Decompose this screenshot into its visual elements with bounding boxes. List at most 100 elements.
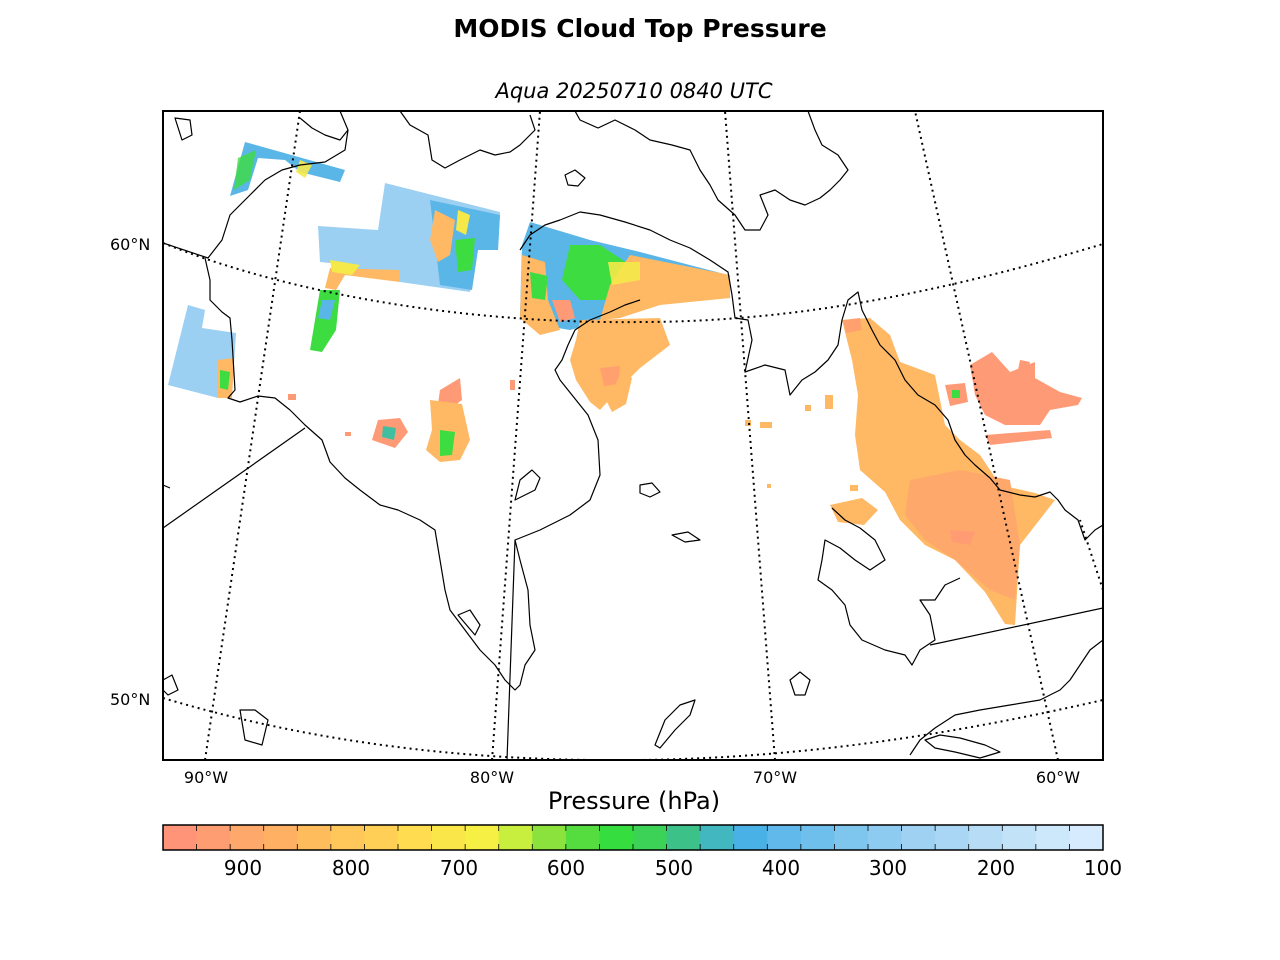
colorbar-tick-label: 100 xyxy=(1083,856,1123,880)
colorbar-segment xyxy=(163,825,198,850)
coastline-southampton xyxy=(299,117,349,141)
cloud-patch xyxy=(456,210,470,235)
cloud-patch xyxy=(234,150,256,190)
colorbar-segment xyxy=(196,825,231,850)
coastline-baffin-2 xyxy=(399,111,536,169)
colorbar-segment xyxy=(901,825,936,850)
colorbar-tick-label: 300 xyxy=(868,856,908,880)
cloud-patch xyxy=(455,238,475,272)
coastline-baffin xyxy=(574,111,849,231)
colorbar-tick-label: 700 xyxy=(439,856,479,880)
colorbar-segment xyxy=(465,825,500,850)
coastline-island xyxy=(514,469,541,501)
coastline-newfoundland xyxy=(909,639,1103,756)
meridian-90w xyxy=(204,111,301,760)
colorbar-segment xyxy=(868,825,903,850)
cloud-patch xyxy=(606,372,632,412)
colorbar-segment xyxy=(1035,825,1071,850)
boundary-quebec-ontario xyxy=(506,539,516,760)
lat-label-50n: 50°N xyxy=(110,690,151,709)
colorbar-segment xyxy=(364,825,399,850)
coastline-quebec-north xyxy=(817,507,961,666)
colorbar-segment xyxy=(666,825,701,850)
cloud-patch xyxy=(318,300,335,320)
map-subtitle: Aqua 20250710 0840 UTC xyxy=(495,79,773,103)
colorbar-tick-label: 400 xyxy=(761,856,801,880)
graticule xyxy=(163,111,1103,760)
colorbar-segment xyxy=(565,825,601,850)
colorbar-segment xyxy=(599,825,634,850)
colorbar-segment xyxy=(230,825,265,850)
meridian-extra-right xyxy=(1079,519,1103,591)
cloud-patch xyxy=(767,484,771,488)
cloud-patch xyxy=(440,430,455,456)
coastline-ungava xyxy=(519,211,1103,541)
colorbar-segment xyxy=(263,825,298,850)
coastline-island xyxy=(671,531,701,543)
boundary-manitoba-nunavut xyxy=(163,484,171,489)
colorbar-title: Pressure (hPa) xyxy=(547,787,721,815)
colorbar-tick-label: 200 xyxy=(976,856,1016,880)
coastline-island xyxy=(654,699,696,749)
map-title: MODIS Cloud Top Pressure xyxy=(453,14,827,43)
meridian-70w xyxy=(724,111,776,760)
cloud-patch xyxy=(426,400,470,462)
cloud-patch xyxy=(952,390,960,398)
colorbar-tick-label: 900 xyxy=(223,856,263,880)
coastline-island xyxy=(564,169,586,187)
cloud-patch xyxy=(1018,360,1030,372)
cloud-patch xyxy=(760,422,772,428)
coastline-island xyxy=(174,117,193,141)
coastline-hudson-bay xyxy=(163,111,641,691)
cloud-patch xyxy=(745,420,751,426)
colorbar-segment xyxy=(398,825,433,850)
cloud-patch xyxy=(600,366,620,386)
colorbar-segment xyxy=(1069,825,1104,850)
colorbar-tick-label: 600 xyxy=(546,856,586,880)
colorbar-segment xyxy=(700,825,735,850)
colorbar-segment xyxy=(1002,825,1037,850)
cloud-patch xyxy=(850,485,858,491)
colorbar-segment xyxy=(733,825,768,850)
coastline-nova-scotia xyxy=(924,734,1001,759)
lat-label-60n: 60°N xyxy=(110,235,151,254)
map-frame xyxy=(162,110,1104,761)
colorbar-segment xyxy=(330,825,366,850)
cloud-patch xyxy=(430,210,455,262)
colorbar-segment xyxy=(633,825,668,850)
cloud-patch xyxy=(552,300,575,322)
parallel-60n xyxy=(163,242,1103,324)
cloud-patch xyxy=(345,432,351,436)
cloud-patch xyxy=(970,352,1082,425)
cloud-patch xyxy=(382,426,396,440)
cloud-patch xyxy=(950,530,975,545)
colorbar-tick-marks xyxy=(196,825,1070,850)
colorbar-segment xyxy=(968,825,1003,850)
cloud-patch xyxy=(805,405,811,411)
cloud-patch xyxy=(288,394,296,400)
cloud-patch xyxy=(220,370,230,390)
cloud-patch xyxy=(230,142,345,196)
colorbar-segment xyxy=(431,825,466,850)
boundary-quebec-labrador xyxy=(929,607,1103,646)
colorbar-segment xyxy=(834,825,869,850)
cloud-patch xyxy=(570,318,670,410)
colorbar-segment xyxy=(800,825,836,850)
cloud-patch xyxy=(608,262,640,285)
lon-label-90w: 90°W xyxy=(183,768,229,787)
cloud-patch xyxy=(985,430,1052,445)
coastlines xyxy=(163,111,1103,760)
coastline-island xyxy=(789,671,811,696)
map-area xyxy=(163,111,1103,760)
colorbar-segment xyxy=(935,825,970,850)
coastline-lake xyxy=(163,674,179,696)
lon-label-60w: 60°W xyxy=(1035,768,1081,787)
cloud-patch xyxy=(530,272,548,300)
coastline-island xyxy=(239,709,269,746)
cloud-patch xyxy=(330,260,360,275)
cloud-patch xyxy=(830,498,878,525)
colorbar xyxy=(163,825,1104,850)
coastline-island xyxy=(457,609,481,636)
colorbar-segment xyxy=(297,825,332,850)
